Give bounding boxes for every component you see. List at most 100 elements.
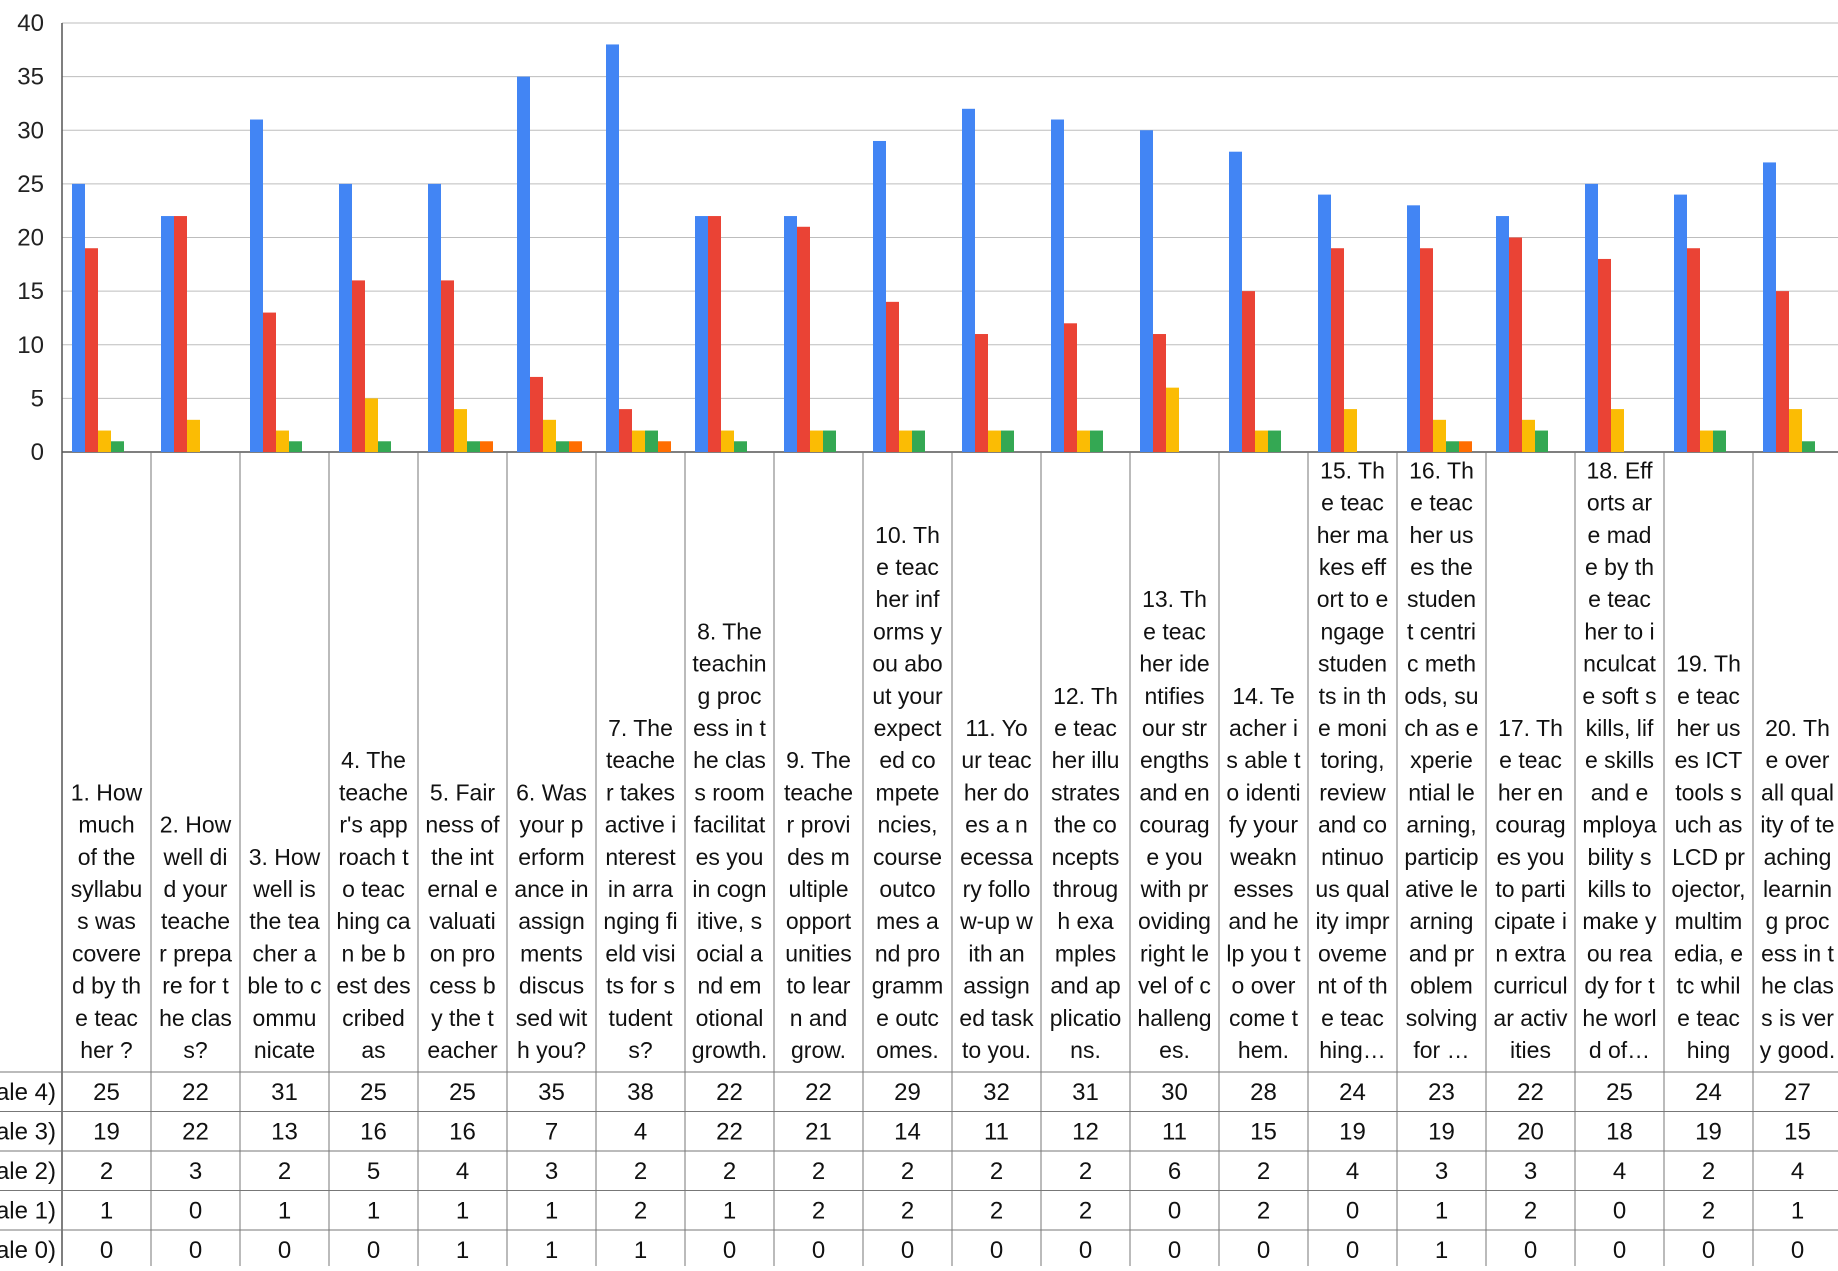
category-label-line: e teac xyxy=(1677,1005,1740,1031)
bar-5-series-4 xyxy=(467,441,480,452)
category-label-line: and pr xyxy=(1409,940,1475,966)
bar-14-series-4 xyxy=(1268,430,1281,452)
category-label-line: ns. xyxy=(1070,1037,1101,1063)
category-label-line: he clas xyxy=(693,747,766,773)
table-cell-value: 27 xyxy=(1784,1079,1811,1106)
bar-1-series-3 xyxy=(98,430,111,452)
bar-7-series-1 xyxy=(606,44,619,452)
bar-7-series-2 xyxy=(619,409,632,452)
table-cell-value: 24 xyxy=(1695,1079,1722,1106)
table-cell-value: 18 xyxy=(1606,1118,1633,1145)
bar-13-series-1 xyxy=(1140,130,1153,452)
category-label-line: nging fi xyxy=(603,908,677,934)
bar-8-series-3 xyxy=(721,430,734,452)
bar-10-series-1 xyxy=(873,140,886,452)
category-label-line: her en xyxy=(1498,779,1563,805)
category-label-line: to lear xyxy=(787,973,851,999)
bar-layer xyxy=(72,44,1815,453)
table-cell-value: 31 xyxy=(271,1079,298,1106)
table-cell-value: 0 xyxy=(1257,1237,1270,1264)
category-label-line: and ap xyxy=(1050,973,1120,999)
category-label-line: ative le xyxy=(1405,876,1478,902)
bar-16-series-3 xyxy=(1433,419,1446,452)
table-cell-value: 4 xyxy=(1346,1158,1359,1185)
bar-16-series-2 xyxy=(1420,248,1433,452)
table-cell-value: 25 xyxy=(93,1079,120,1106)
bar-5-series-1 xyxy=(428,183,441,452)
table-row-label: ale 1) xyxy=(0,1197,56,1224)
category-label-line: ecessa xyxy=(960,844,1033,870)
category-label-line: ar activ xyxy=(1493,1005,1568,1031)
table-cell-value: 1 xyxy=(456,1197,469,1224)
bar-12-series-2 xyxy=(1064,323,1077,452)
category-label-line: LCD pr xyxy=(1672,844,1745,870)
table-cell-value: 16 xyxy=(449,1118,476,1145)
category-label-line: strates xyxy=(1051,779,1120,805)
category-label-line: est des xyxy=(336,973,410,999)
category-label-line: oviding xyxy=(1138,908,1211,934)
category-label-line: aching xyxy=(1764,844,1832,870)
category-label-line: ed co xyxy=(879,747,935,773)
category-label-line: r provi xyxy=(787,812,851,838)
category-label-line: the tea xyxy=(249,908,320,934)
category-label-line: h exa xyxy=(1057,908,1113,934)
table-cell-value: 2 xyxy=(901,1158,914,1185)
table-cell-value: 32 xyxy=(983,1079,1010,1106)
category-label-line: eld visi xyxy=(605,940,675,966)
category-label-line: tudent xyxy=(609,1005,674,1031)
bar-15-series-2 xyxy=(1331,248,1344,452)
category-label-line: well is xyxy=(252,876,316,902)
table-cell-value: 0 xyxy=(990,1237,1003,1264)
category-label-line: her do xyxy=(964,779,1029,805)
table-cell-value: 25 xyxy=(1606,1079,1633,1106)
bar-9-series-3 xyxy=(810,430,823,452)
category-label-line: come t xyxy=(1229,1005,1299,1031)
table-row-label: ale 4) xyxy=(0,1079,56,1106)
category-label-line: ommu xyxy=(253,1005,317,1031)
bar-10-series-4 xyxy=(912,430,925,452)
bar-6-series-1 xyxy=(517,76,530,452)
table-cell-value: 2 xyxy=(990,1158,1003,1185)
category-label-line: teache xyxy=(606,747,675,773)
bar-6-series-3 xyxy=(543,419,556,452)
bar-13-series-3 xyxy=(1166,387,1179,452)
bar-4-series-4 xyxy=(378,441,391,452)
category-label-line: multim xyxy=(1675,908,1743,934)
table-cell-value: 3 xyxy=(1435,1158,1448,1185)
category-label-line: valuati xyxy=(429,908,495,934)
bar-16-series-5 xyxy=(1459,441,1472,452)
table-cell-value: 19 xyxy=(1695,1118,1722,1145)
category-label-line: uch as xyxy=(1675,812,1743,838)
category-label-layer: 1. How much of the syllabu s was covere d by t… xyxy=(71,452,1835,1266)
category-label-line: 19. Th xyxy=(1676,651,1741,677)
table-cell-value: 0 xyxy=(1613,1237,1626,1264)
category-label-line: es you xyxy=(1497,844,1565,870)
table-cell-value: 2 xyxy=(812,1197,825,1224)
category-label-line: ou abo xyxy=(872,651,942,677)
bar-18-series-2 xyxy=(1598,258,1611,452)
table-cell-value: 2 xyxy=(1079,1158,1092,1185)
category-label-line: es. xyxy=(1159,1037,1190,1063)
category-label-line: her ide xyxy=(1139,651,1209,677)
category-label-line: fy your xyxy=(1229,812,1298,838)
y-tick-label: 30 xyxy=(17,117,44,144)
category-label-line: ntial le xyxy=(1408,779,1474,805)
category-label-line: your p xyxy=(520,812,584,838)
category-label-line: es you xyxy=(696,844,764,870)
table-row-label: ale 3) xyxy=(0,1118,56,1145)
category-label-line: ch as e xyxy=(1404,715,1478,741)
category-label-line: kills, lif xyxy=(1586,715,1654,741)
table-cell-value: 1 xyxy=(1435,1197,1448,1224)
category-label-line: right le xyxy=(1140,940,1209,966)
bar-18-series-3 xyxy=(1611,409,1624,452)
bar-10-series-2 xyxy=(886,301,899,452)
bar-14-series-3 xyxy=(1255,430,1268,452)
y-tick-label: 5 xyxy=(31,385,44,412)
category-label-line: r's app xyxy=(339,812,407,838)
category-label-line: ith an xyxy=(968,940,1024,966)
table-cell-value: 4 xyxy=(1613,1158,1626,1185)
category-label-line: acher i xyxy=(1229,715,1298,741)
bar-20-series-3 xyxy=(1789,409,1802,452)
category-label-line: c meth xyxy=(1407,651,1476,677)
category-label-line: ou rea xyxy=(1587,940,1652,966)
